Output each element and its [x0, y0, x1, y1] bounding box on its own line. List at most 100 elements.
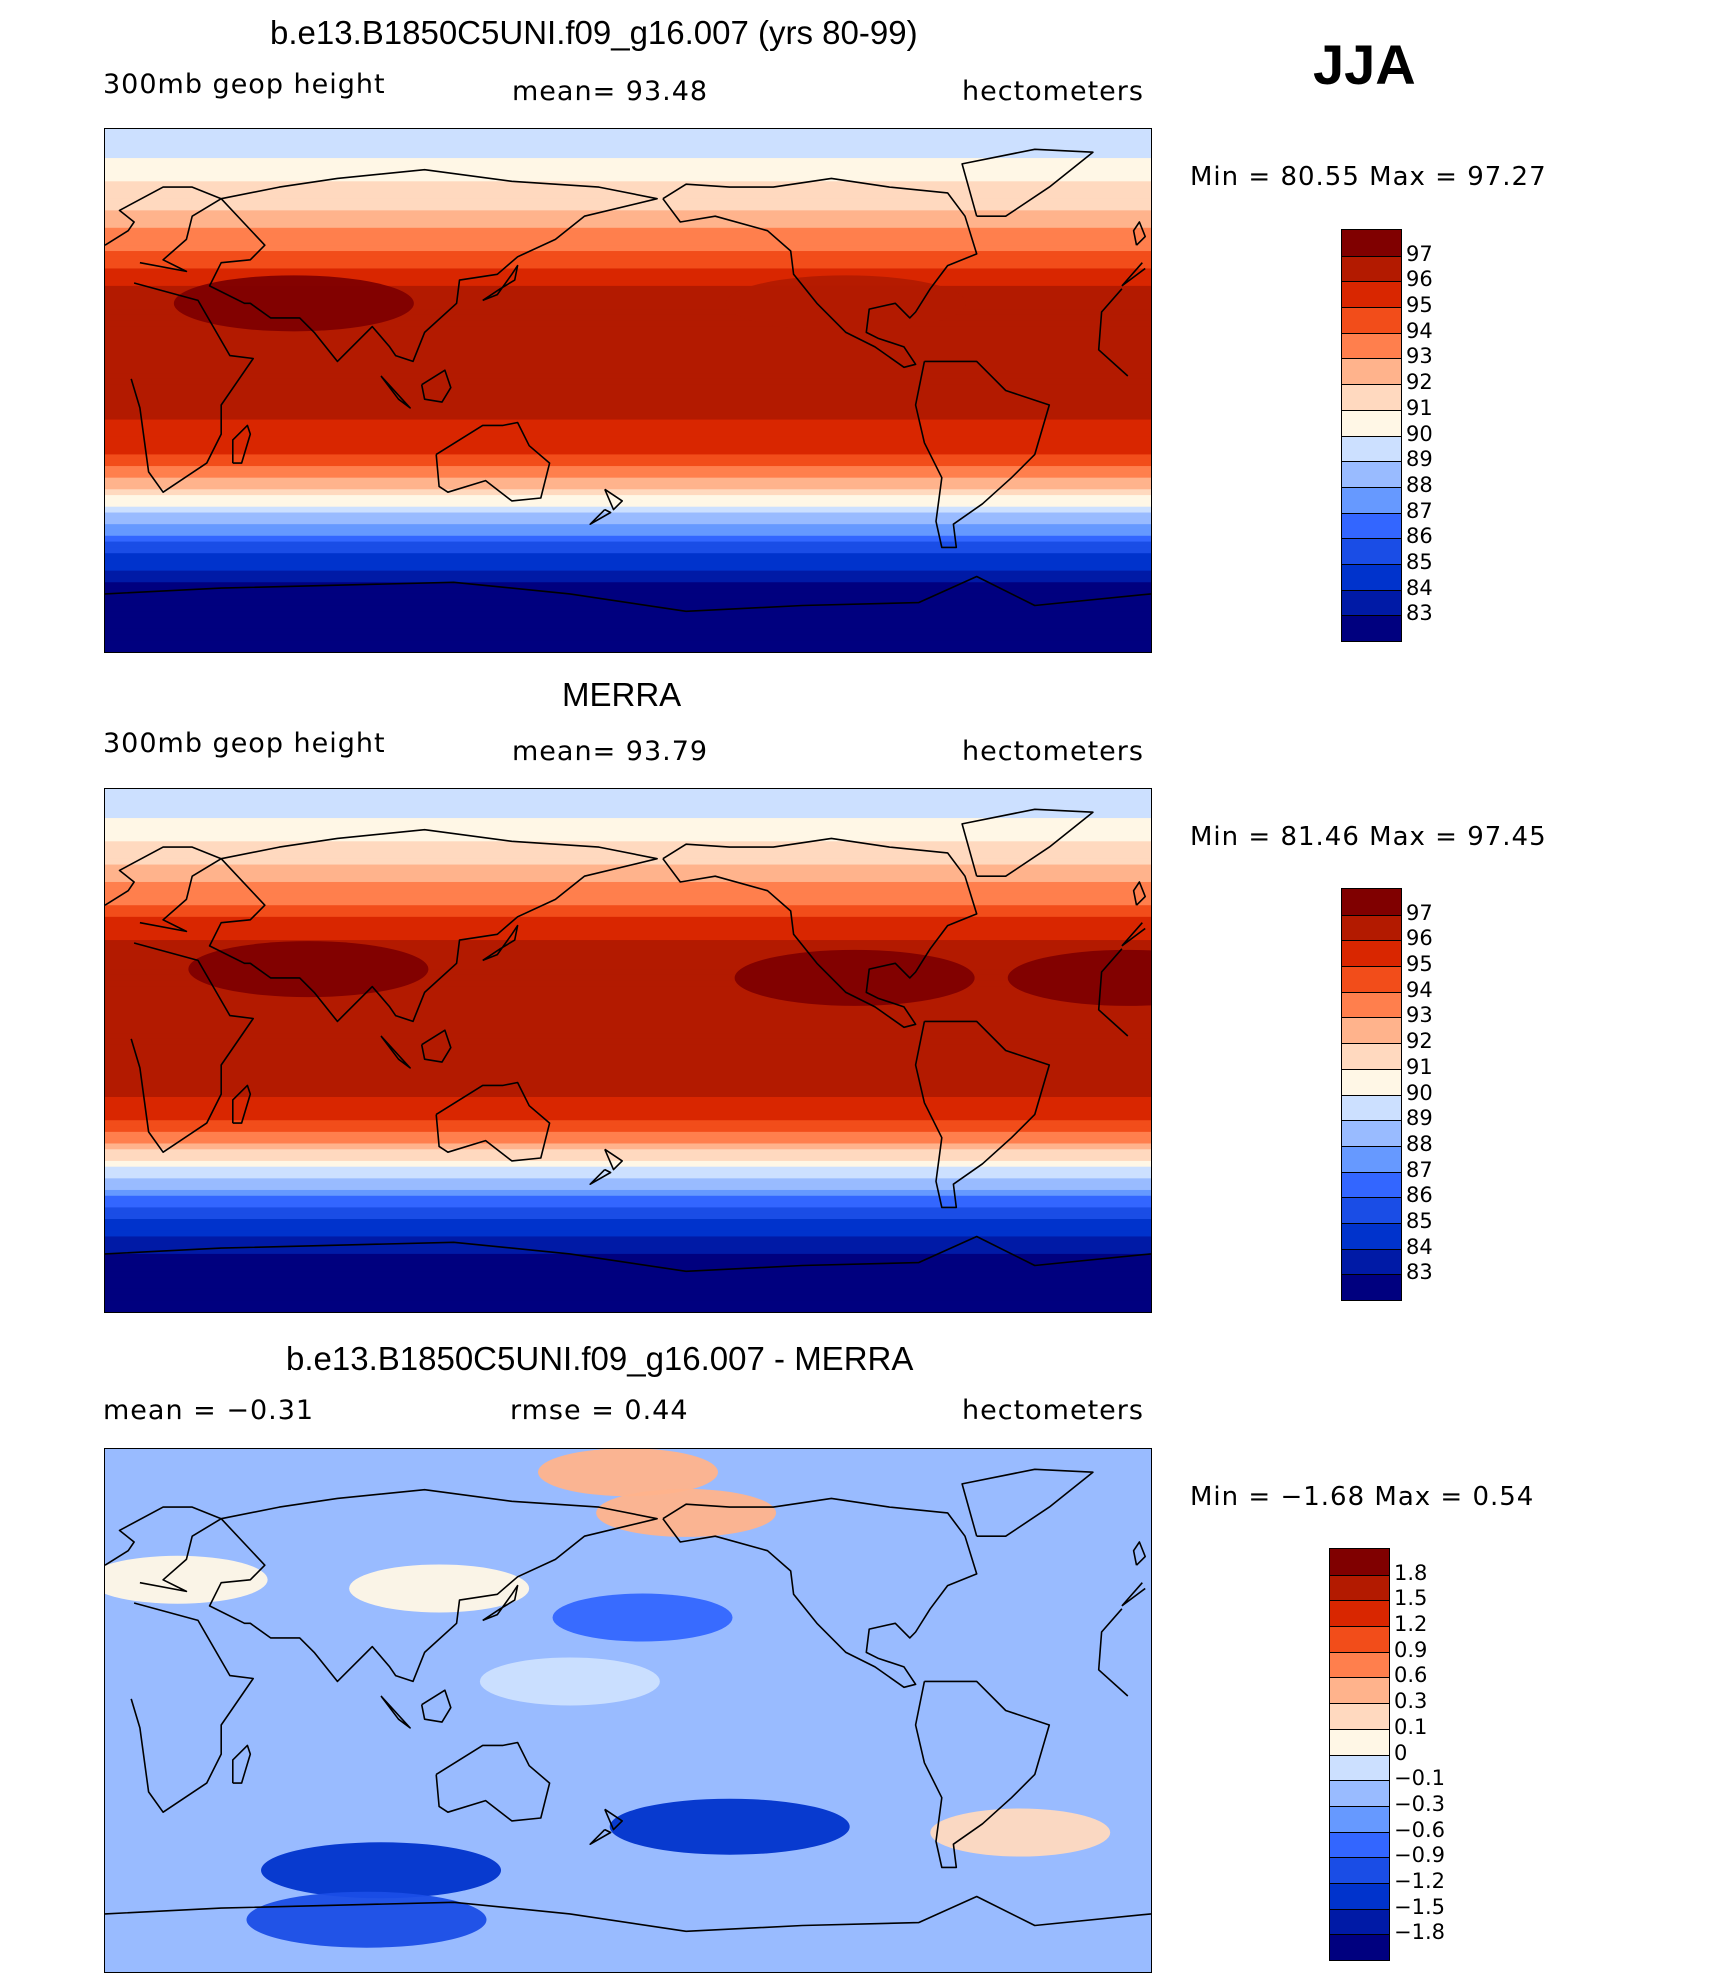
field-band	[105, 945, 1151, 953]
colorbar-swatch	[1342, 1222, 1401, 1249]
colorbar-swatch	[1342, 409, 1401, 436]
feature-tibetan-high	[173, 275, 414, 332]
field-band	[105, 1306, 1151, 1312]
colorbar-tick-label: −1.8	[1394, 1920, 1445, 1945]
field-band	[105, 940, 1151, 947]
field-band	[105, 1160, 1151, 1168]
field-band	[105, 303, 1151, 310]
colorbar-tick-label: 97	[1406, 241, 1433, 266]
colorbar-swatch	[1330, 1703, 1389, 1729]
colorbar-tick-label: 92	[1406, 1029, 1433, 1054]
field-band	[105, 152, 1151, 159]
colorbar-swatch	[1342, 435, 1401, 462]
field-band	[105, 1271, 1151, 1278]
coastline	[961, 1468, 1094, 1537]
colorbar-tick-label: 96	[1406, 926, 1433, 951]
colorbar-swatch	[1342, 914, 1401, 941]
colorbar-swatch	[1330, 1857, 1389, 1883]
field-band	[105, 1282, 1151, 1290]
field-band	[105, 297, 1151, 304]
coastline	[662, 837, 978, 1029]
coastline	[435, 421, 551, 502]
field-band	[105, 1201, 1151, 1208]
colorbar-tick-label: 97	[1406, 900, 1433, 925]
colorbar-tick-label: 90	[1406, 1080, 1433, 1105]
colorbar-tick-label: −0.1	[1394, 1766, 1445, 1791]
field-band	[105, 1224, 1151, 1232]
field-band	[105, 442, 1151, 450]
field-band	[105, 285, 1151, 293]
field-band	[105, 529, 1151, 537]
colorbar-swatch	[1342, 384, 1401, 410]
feature-south-indian-negative	[261, 1842, 502, 1899]
field-band	[105, 373, 1151, 380]
colorbar-tick-label: 88	[1406, 472, 1433, 497]
field-band	[105, 413, 1151, 421]
field-band	[105, 928, 1151, 935]
coastline	[914, 360, 1051, 549]
coastline	[1132, 881, 1146, 906]
field-band	[105, 1178, 1151, 1185]
colorbar-swatch	[1330, 1626, 1389, 1652]
field-band	[105, 911, 1151, 918]
field-band	[105, 1184, 1151, 1191]
field-band	[105, 309, 1151, 316]
field-band	[105, 454, 1151, 461]
colorbar-tick-label: 92	[1406, 370, 1433, 395]
field-band	[105, 541, 1151, 548]
colorbar-swatch	[1342, 615, 1401, 641]
colorbar-tick-label: 91	[1406, 1054, 1433, 1079]
field-band	[105, 140, 1151, 148]
field-band	[105, 870, 1151, 877]
feature-europe-positive	[105, 1555, 268, 1604]
feature-asia-positive	[349, 1564, 530, 1613]
colorbar-tick-label: 86	[1406, 1183, 1433, 1208]
field-band	[105, 559, 1151, 566]
colorbar-swatch	[1330, 1728, 1389, 1755]
field-band	[105, 1044, 1151, 1052]
field-band	[105, 477, 1151, 485]
coastline	[208, 168, 658, 363]
field-band	[105, 355, 1151, 363]
field-band	[105, 344, 1151, 351]
feature-tibetan-high	[188, 941, 429, 998]
colorbar-tick-label: 90	[1406, 421, 1433, 446]
panel-2-units-label: hectometers	[962, 736, 1144, 767]
panel-1-title: b.e13.B1850C5UNI.f09_g16.007 (yrs 80-99)	[270, 14, 918, 51]
field-band	[105, 992, 1151, 999]
colorbar-tick-label: −0.6	[1394, 1817, 1445, 1842]
colorbar-tick-label: 0.3	[1394, 1689, 1428, 1714]
feature-north-american-high	[725, 275, 966, 332]
field-band	[105, 1027, 1151, 1034]
coastline	[105, 846, 1146, 947]
panel-3-units-label: hectometers	[962, 1395, 1144, 1426]
coastline	[105, 1235, 1151, 1273]
field-band	[105, 158, 1151, 165]
field-band	[105, 794, 1151, 802]
field-band	[105, 963, 1151, 970]
colorbar-tick-label: 86	[1406, 524, 1433, 549]
field-band	[105, 326, 1151, 333]
field-band	[105, 1056, 1151, 1063]
field-band	[105, 169, 1151, 177]
colorbar-swatch	[1330, 1600, 1389, 1627]
field-band	[105, 1143, 1151, 1150]
field-band	[105, 864, 1151, 871]
field-band	[105, 1166, 1151, 1174]
colorbar-tick-label: 94	[1406, 977, 1433, 1002]
field-band	[105, 466, 1151, 473]
field-band	[105, 617, 1151, 624]
colorbar-tick-label: 1.2	[1394, 1612, 1428, 1637]
field-band	[105, 576, 1151, 583]
feature-arctic-positive	[538, 1449, 718, 1497]
coastline	[482, 1584, 519, 1622]
coastline	[105, 1895, 1151, 1933]
colorbar-swatch	[1330, 1831, 1389, 1858]
colorbar-swatch	[1342, 563, 1401, 590]
colorbar-swatch	[1342, 230, 1401, 256]
colorbar-tick-label: 93	[1406, 344, 1433, 369]
coastlines	[105, 1468, 1151, 1933]
colorbar-swatch	[1342, 512, 1401, 539]
colorbar-tick-label: 96	[1406, 267, 1433, 292]
field-band	[105, 256, 1151, 264]
